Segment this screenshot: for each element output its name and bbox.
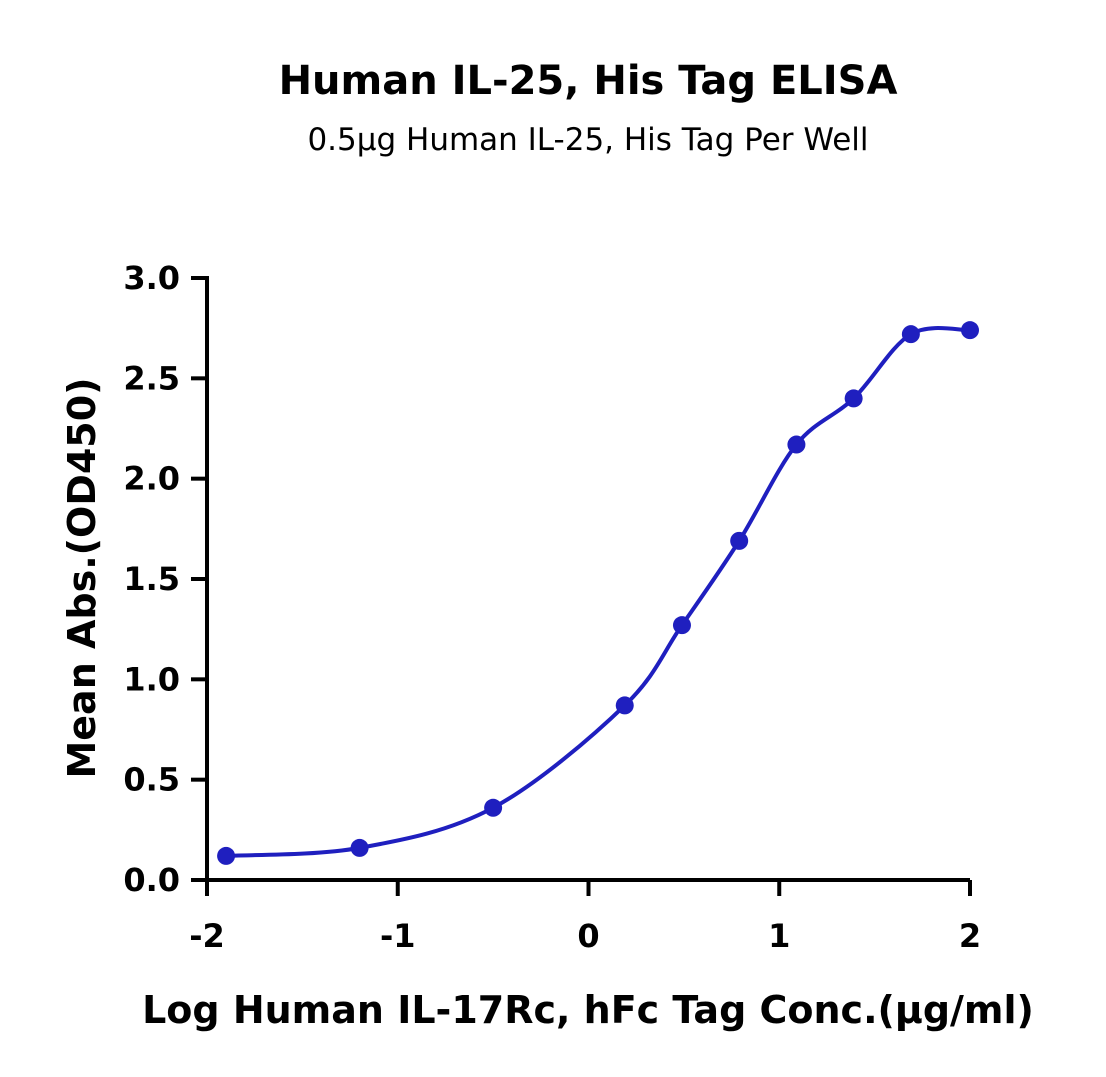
y-tick-label: 1.5 [123, 560, 180, 598]
y-tick-label: 3.0 [123, 259, 180, 297]
axes [205, 276, 970, 882]
chart-subtitle: 0.5µg Human IL-25, His Tag Per Well [307, 122, 868, 158]
x-tick-label: 1 [768, 917, 790, 955]
x-axis-title: Log Human IL-17Rc, hFc Tag Conc.(µg/ml) [142, 988, 1034, 1032]
x-tick-label: 0 [577, 917, 599, 955]
data-point [350, 838, 369, 857]
y-tick-label: 2.5 [123, 359, 180, 397]
data-point [484, 798, 503, 817]
x-tick-label: 2 [959, 917, 981, 955]
y-axis-title: Mean Abs.(OD450) [60, 377, 104, 778]
x-tick-label: -2 [189, 917, 225, 955]
data-point [787, 435, 806, 454]
data-point [615, 696, 634, 715]
y-tick-label: 2.0 [123, 460, 180, 498]
y-tick-label: 0.5 [123, 761, 180, 799]
data-point [901, 325, 920, 344]
y-tick-label: 1.0 [123, 660, 180, 698]
data-points [217, 321, 979, 865]
data-point [672, 616, 691, 635]
fit-curve [225, 326, 971, 858]
y-ticks: 0.0 0.5 1.0 1.5 2.0 2.5 3.0 [123, 259, 207, 899]
x-tick-label: -1 [380, 917, 416, 955]
data-point [730, 531, 749, 550]
data-point [961, 321, 979, 340]
y-tick-label: 0.0 [123, 861, 180, 899]
data-point [844, 389, 863, 408]
x-ticks: -2 -1 0 1 2 [189, 880, 981, 955]
chart-title: Human IL-25, His Tag ELISA [279, 58, 898, 104]
data-point [217, 846, 236, 865]
